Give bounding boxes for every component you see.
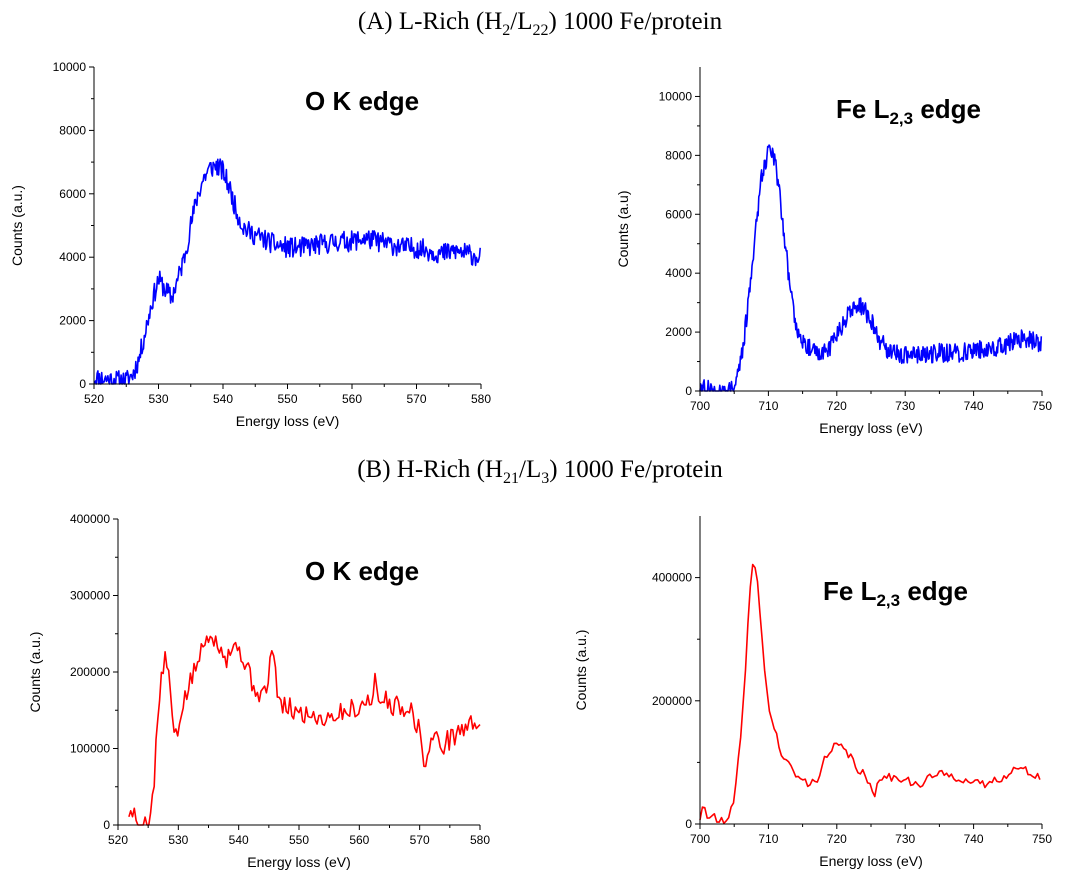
y-tick-label: 0: [79, 377, 86, 391]
panel-a-suffix: ) 1000 Fe/protein: [548, 8, 723, 35]
y-tick-label: 4000: [665, 266, 692, 280]
x-tick-label: 550: [277, 392, 297, 406]
y-tick-label: 2000: [59, 314, 86, 328]
data-line: [93, 158, 481, 385]
panel-b-sub2: 3: [541, 470, 550, 487]
x-tick-label: 570: [410, 833, 430, 847]
y-tick-label: 10000: [53, 60, 87, 74]
x-tick-label: 580: [470, 833, 490, 847]
y-tick-label: 200000: [70, 665, 110, 679]
data-line: [699, 563, 1041, 825]
y-tick-label: 0: [685, 817, 692, 831]
x-tick-label: 520: [108, 833, 128, 847]
panel-a-sub1: 2: [502, 22, 511, 39]
x-tick-label: 720: [827, 399, 847, 413]
y-tick-label: 6000: [665, 207, 692, 221]
data-line: [128, 635, 481, 826]
x-tick-label: 730: [895, 399, 915, 413]
x-tick-label: 530: [148, 392, 168, 406]
y-tick-label: 0: [103, 818, 110, 832]
annotation-subscript: 2,3: [876, 591, 900, 610]
annotation-subscript: 2,3: [889, 109, 913, 128]
y-tick-label: 0: [685, 384, 692, 398]
y-tick-label: 300000: [70, 589, 110, 603]
y-tick-label: 200000: [652, 694, 692, 708]
x-tick-label: 740: [964, 832, 984, 846]
x-axis-label: Energy loss (eV): [819, 853, 922, 869]
y-axis-label: Counts (a.u.): [9, 185, 25, 266]
x-tick-label: 570: [406, 392, 426, 406]
edge-annotation: Fe L2,3 edge: [823, 576, 968, 610]
panel-a-label: (A): [357, 8, 393, 35]
x-tick-label: 540: [229, 833, 249, 847]
x-tick-label: 560: [342, 392, 362, 406]
x-axis-label: Energy loss (eV): [819, 420, 922, 436]
y-tick-label: 10000: [659, 89, 693, 103]
x-tick-label: 750: [1032, 832, 1052, 846]
annotation-main: Fe L: [836, 94, 890, 124]
x-tick-label: 720: [827, 832, 847, 846]
panel-b-suffix: ) 1000 Fe/protein: [549, 456, 723, 483]
panel-a-title-text: L-Rich (H: [398, 8, 503, 35]
annotation-main: O K edge: [305, 556, 419, 586]
x-axis-label: Energy loss (eV): [247, 854, 350, 870]
panel-b-title-text: H-Rich (H: [396, 456, 503, 483]
chart-a-o: 520 530 540 550 560 570 580 0 2000 4000 6000 8000 10…: [9, 60, 491, 429]
annotation-main: O K edge: [305, 86, 419, 116]
y-tick-label: 400000: [70, 512, 110, 526]
x-tick-label: 530: [168, 833, 188, 847]
x-tick-label: 550: [289, 833, 309, 847]
edge-annotation: O K edge: [305, 86, 419, 116]
x-tick-label: 730: [895, 832, 915, 846]
y-axis-label: Counts (a.u): [615, 190, 631, 267]
y-tick-label: 4000: [59, 250, 86, 264]
y-tick-label: 6000: [59, 187, 86, 201]
y-tick-label: 400000: [652, 571, 692, 585]
y-tick-label: 100000: [70, 742, 110, 756]
x-tick-label: 520: [84, 392, 104, 406]
x-tick-label: 710: [758, 399, 778, 413]
panel-b-mid: /L: [519, 456, 542, 483]
panel-a-sub2: 22: [532, 22, 549, 39]
y-axis-label: Counts (a.u.): [27, 632, 43, 713]
chart-a-fe: 700 710 720 730 740 750 0 2000 4000 6000 8000 10000…: [615, 67, 1052, 436]
x-tick-label: 750: [1032, 399, 1052, 413]
x-tick-label: 540: [213, 392, 233, 406]
panel-b-sub1: 21: [503, 470, 519, 487]
panel-b-label: (B): [357, 456, 391, 483]
annotation-suffix: edge: [913, 94, 981, 124]
chart-b-o: 520 530 540 550 560 570 580 0 100000 200000 300000…: [27, 512, 490, 870]
x-tick-label: 740: [964, 399, 984, 413]
chart-b-fe: 700 710 720 730 740 750 0 200000 400000 Energy lo…: [573, 516, 1052, 869]
x-tick-label: 700: [690, 399, 710, 413]
edge-annotation: Fe L2,3 edge: [836, 94, 981, 128]
edge-annotation: O K edge: [305, 556, 419, 586]
panel-b-title: (B) H-Rich (H21/L3) 1000 Fe/protein: [0, 456, 1080, 488]
y-tick-label: 8000: [59, 123, 86, 137]
x-tick-label: 560: [349, 833, 369, 847]
data-line: [699, 144, 1043, 392]
y-axis-label: Counts (a.u.): [573, 630, 589, 711]
x-axis-label: Energy loss (eV): [236, 413, 339, 429]
x-tick-label: 580: [471, 392, 491, 406]
panel-a-title: (A) L-Rich (H2/L22) 1000 Fe/protein: [0, 8, 1080, 40]
annotation-main: Fe L: [823, 576, 877, 606]
x-tick-label: 710: [758, 832, 778, 846]
y-tick-label: 8000: [665, 148, 692, 162]
y-tick-label: 2000: [665, 325, 692, 339]
annotation-suffix: edge: [900, 576, 968, 606]
panel-a-mid: /L: [510, 8, 533, 35]
x-tick-label: 700: [690, 832, 710, 846]
